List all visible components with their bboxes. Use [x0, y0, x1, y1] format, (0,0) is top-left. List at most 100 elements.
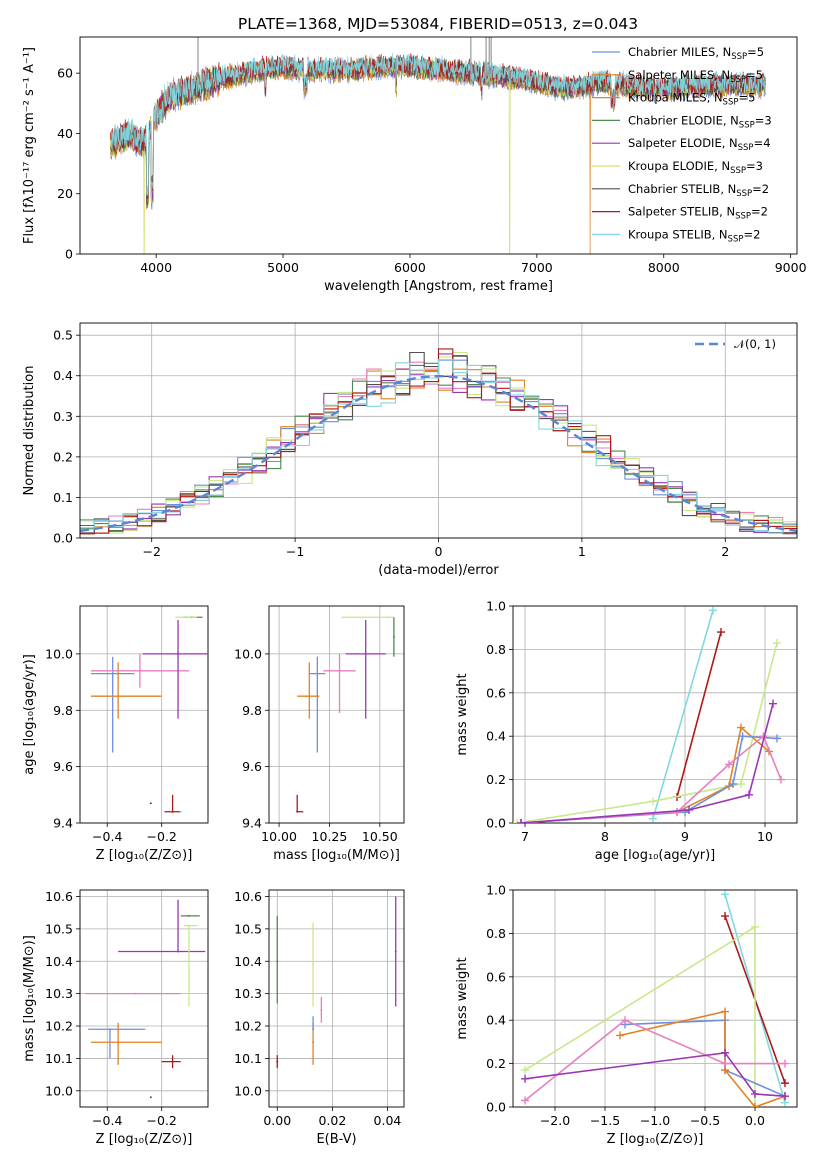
weight-marker — [721, 890, 729, 899]
weight-marker — [729, 779, 737, 788]
weight-line — [520, 726, 770, 823]
x-axis-label: wavelength [Angstrom, rest frame] — [324, 279, 553, 294]
errorbar-point — [309, 656, 326, 753]
weight-marker — [725, 760, 733, 769]
errorbar-marker — [312, 963, 315, 966]
x-tick-label: −0.2 — [147, 829, 177, 844]
y-tick-label: 0.6 — [486, 969, 506, 984]
y-tick-label: 9.6 — [242, 759, 262, 774]
x-tick-label: 0.00 — [263, 1113, 291, 1128]
weight-marker — [521, 1096, 529, 1105]
residuals-panel: −2 −1 0 1 2 0.0 0.1 0.2 0.3 0.4 0.5 (data-model)/er… — [22, 322, 798, 578]
weight-line — [524, 925, 756, 1107]
y-axis-label: mass weight — [455, 957, 470, 1039]
weight-marker — [745, 790, 753, 799]
axes-frame — [79, 36, 798, 255]
errorbar-point — [296, 794, 304, 813]
errorbar-marker — [364, 652, 367, 655]
errorbar-marker — [187, 914, 190, 917]
errorbar-marker — [276, 1060, 279, 1063]
y-tick-label: 10.4 — [234, 954, 262, 969]
legend-label: Kroupa MILES, NSSP=5 — [628, 91, 755, 108]
weight-line — [676, 631, 722, 798]
errorbar-marker — [171, 1060, 174, 1063]
weight-line — [520, 703, 774, 823]
weight-marker — [513, 819, 521, 823]
weight-marker — [621, 1016, 629, 1025]
x-tick-label: 2 — [721, 544, 729, 559]
errorbar-marker — [179, 810, 182, 813]
weight-line — [619, 1010, 786, 1107]
errorbar-point — [175, 616, 198, 619]
errorbar-marker — [177, 950, 180, 953]
x-tick-label: −1.5 — [590, 1113, 620, 1128]
axes-frame — [79, 889, 209, 1108]
x-tick-label: 0 — [435, 544, 443, 559]
weight-line — [524, 1051, 786, 1097]
weight-marker — [709, 606, 717, 615]
weight-marker — [721, 1059, 729, 1068]
legend-label: Salpeter STELIB, NSSP=2 — [628, 205, 768, 222]
x-tick-label: 10.00 — [261, 829, 297, 844]
errorbar-marker — [312, 1028, 315, 1031]
y-tick-label: 10.3 — [234, 986, 262, 1001]
errorbar-marker — [308, 695, 311, 698]
x-tick-label: −0.4 — [92, 829, 122, 844]
x-tick-label: 9 — [681, 829, 689, 844]
figure-title: PLATE=1368, MJD=53084, FIBERID=0513, z=0… — [238, 15, 638, 33]
histogram-step — [80, 359, 797, 534]
y-tick-label: 10.2 — [45, 1019, 73, 1034]
weight-lines — [513, 606, 785, 823]
errorbar-point — [90, 662, 162, 719]
errorbars — [90, 616, 208, 813]
errorbar-marker — [117, 695, 120, 698]
axes-frame — [268, 605, 405, 824]
y-axis-label: Normed distribution — [22, 366, 37, 496]
mass-vs-Z-panel: −0.4 −0.2 10.0 10.1 10.2 10.3 10.4 10.5 10.6 Z [l… — [22, 889, 209, 1147]
x-tick-label: 10 — [757, 829, 773, 844]
legend-label: 𝒩(0, 1) — [734, 337, 776, 351]
errorbar-marker — [392, 636, 395, 638]
x-tick-label: 6000 — [394, 260, 426, 275]
x-tick-label: 0.02 — [318, 1113, 346, 1128]
x-axis-label: age [log₁₀(age/yr)] — [595, 848, 716, 863]
x-axis-label: Z [log₁₀(Z/Z⊙)] — [96, 848, 193, 863]
y-tick-label: 0.4 — [486, 729, 506, 744]
weight-marker — [717, 628, 725, 637]
errorbar-marker — [320, 1008, 323, 1011]
x-tick-label: 4000 — [140, 260, 172, 275]
y-tick-label: 9.6 — [53, 759, 73, 774]
errorbar-point — [85, 992, 181, 995]
weight-line — [652, 610, 714, 819]
errorbar-marker — [117, 1041, 120, 1044]
legend-label: Salpeter MILES, NSSP=5 — [628, 68, 763, 85]
weight-marker — [751, 1089, 759, 1098]
errorbar-point — [320, 996, 323, 1023]
x-tick-label: 1 — [578, 544, 586, 559]
y-tick-label: 10.4 — [45, 954, 73, 969]
weight-marker — [738, 732, 747, 741]
age-vs-mass-panel: 10.00 10.25 10.50 9.4 9.6 9.8 10.0 mass [log₁₀(… — [234, 605, 405, 863]
errorbar-point — [118, 899, 206, 953]
y-tick-label: 10.6 — [234, 889, 262, 904]
weight-marker — [685, 805, 693, 814]
axes-frame — [512, 605, 798, 824]
weight-marker — [521, 1066, 529, 1075]
x-tick-label: 10.50 — [362, 829, 398, 844]
x-tick-label: 0.0 — [745, 1113, 765, 1128]
legend-label: Chabrier STELIB, NSSP=2 — [628, 182, 769, 199]
weight-marker — [773, 638, 781, 647]
y-tick-label: 10.5 — [45, 921, 73, 936]
errorbar-marker — [149, 802, 152, 805]
weight-marker — [673, 808, 681, 817]
errorbar-marker — [187, 616, 190, 619]
y-tick-label: 10.0 — [45, 646, 73, 661]
weight-marker — [769, 699, 777, 708]
errorbar-marker — [316, 672, 319, 675]
y-tick-label: 0.2 — [486, 1056, 506, 1071]
gaussian-curve — [80, 375, 797, 533]
errorbar-point — [276, 1055, 279, 1069]
weight-marker — [781, 1079, 789, 1088]
age-vs-Z-panel: −0.4 −0.2 9.4 9.6 9.8 10.0 Z [log₁₀(Z/Z⊙)] age … — [22, 605, 209, 863]
y-tick-label: 10.0 — [234, 1083, 262, 1098]
